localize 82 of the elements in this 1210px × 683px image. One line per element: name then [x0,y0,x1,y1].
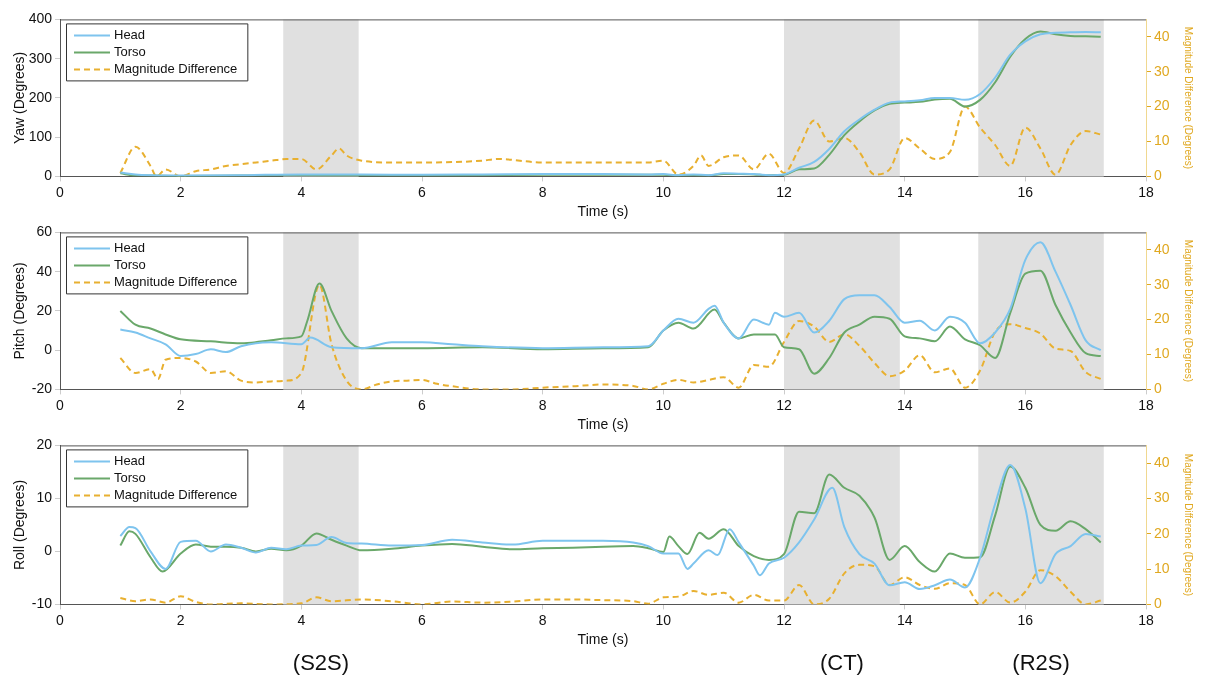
x-axis-title: Time (s) [577,416,629,433]
legend-label: Head [114,26,146,42]
x-axis-title: Time (s) [577,203,629,220]
x-tick-label: 4 [297,396,306,413]
legend-label: Magnitude Difference [114,273,238,289]
x-tick-label: 14 [896,611,913,628]
y2-axis-title: Magnitude Difference (Degrees) [1183,239,1195,382]
x-tick-label: 16 [1017,396,1034,413]
x-tick-label: 16 [1017,183,1034,200]
y-tick-label: 400 [28,10,53,27]
y-tick-label: 10 [36,489,53,506]
x-tick-label: 16 [1017,611,1034,628]
y2-axis-title: Magnitude Difference (Degrees) [1183,26,1195,169]
x-tick-label: 0 [56,183,65,200]
y-tick-label: -10 [31,595,53,612]
x-tick-label: 2 [176,396,185,413]
x-tick-label: 6 [418,183,427,200]
x-tick-label: 12 [776,183,792,200]
x-tick-label: 10 [655,183,672,200]
y2-tick-label: 40 [1154,27,1170,44]
y-tick-label: 0 [44,341,53,358]
band-label: (S2S) [292,650,350,676]
y-tick-label: 0 [44,167,53,184]
y2-tick-label: 30 [1154,489,1170,506]
y-tick-label: 20 [36,436,53,453]
y2-tick-label: 20 [1154,524,1170,541]
y2-tick-label: 20 [1154,97,1170,114]
y2-tick-label: 10 [1154,345,1170,362]
x-tick-label: 18 [1138,611,1154,628]
x-tick-label: 4 [297,183,306,200]
x-tick-label: 4 [297,611,306,628]
band-label: (R2S) [1012,650,1070,676]
line-series [119,105,1102,177]
x-tick-label: 8 [538,611,547,628]
y-tick-label: 200 [28,88,53,105]
x-tick-label: 18 [1138,396,1154,413]
x-tick-label: 12 [776,611,792,628]
x-tick-label: 14 [896,183,913,200]
legend-label: Head [114,452,146,468]
x-tick-label: 10 [655,611,672,628]
y-axis-title: Roll (Degrees) [11,479,28,571]
y2-tick-label: 10 [1154,132,1170,149]
x-tick-label: 10 [655,396,672,413]
y-tick-label: 20 [36,301,53,318]
y2-tick-label: 30 [1154,62,1170,79]
x-tick-label: 0 [56,396,65,413]
x-tick-label: 14 [896,396,913,413]
x-tick-label: 6 [418,396,427,413]
y-axis-title: Pitch (Degrees) [11,262,28,360]
x-tick-label: 8 [538,396,547,413]
y-tick-label: 0 [44,542,53,559]
legend-label: Magnitude Difference [114,60,238,76]
band-label: (CT) [819,650,864,676]
x-tick-label: 2 [176,183,185,200]
y-axis-title: Yaw (Degrees) [11,51,28,145]
legend-label: Torso [114,43,146,59]
x-tick-label: 18 [1138,183,1154,200]
legend-label: Torso [114,256,146,272]
line-series [119,563,1102,605]
y2-tick-label: 10 [1154,559,1170,576]
y2-tick-label: 0 [1154,167,1162,184]
y-tick-label: 100 [28,128,53,145]
y-tick-label: 60 [36,223,53,240]
y2-axis-title: Magnitude Difference (Degrees) [1183,453,1195,596]
legend-label: Head [114,239,146,255]
y-tick-label: 300 [28,49,53,66]
x-tick-label: 0 [56,611,65,628]
y2-tick-label: 20 [1154,310,1170,327]
x-axis-title: Time (s) [577,631,629,648]
x-tick-label: 12 [776,396,792,413]
y2-tick-label: 30 [1154,275,1170,292]
x-tick-label: 6 [418,611,427,628]
legend-label: Torso [114,469,146,485]
y2-tick-label: 0 [1154,380,1162,397]
y2-tick-label: 0 [1154,595,1162,612]
y-tick-label: -20 [31,380,53,397]
y2-tick-label: 40 [1154,240,1170,257]
x-tick-label: 2 [176,611,185,628]
y-tick-label: 40 [36,262,53,279]
y2-tick-label: 40 [1154,453,1170,470]
legend-label: Magnitude Difference [114,486,238,502]
x-tick-label: 8 [538,183,547,200]
